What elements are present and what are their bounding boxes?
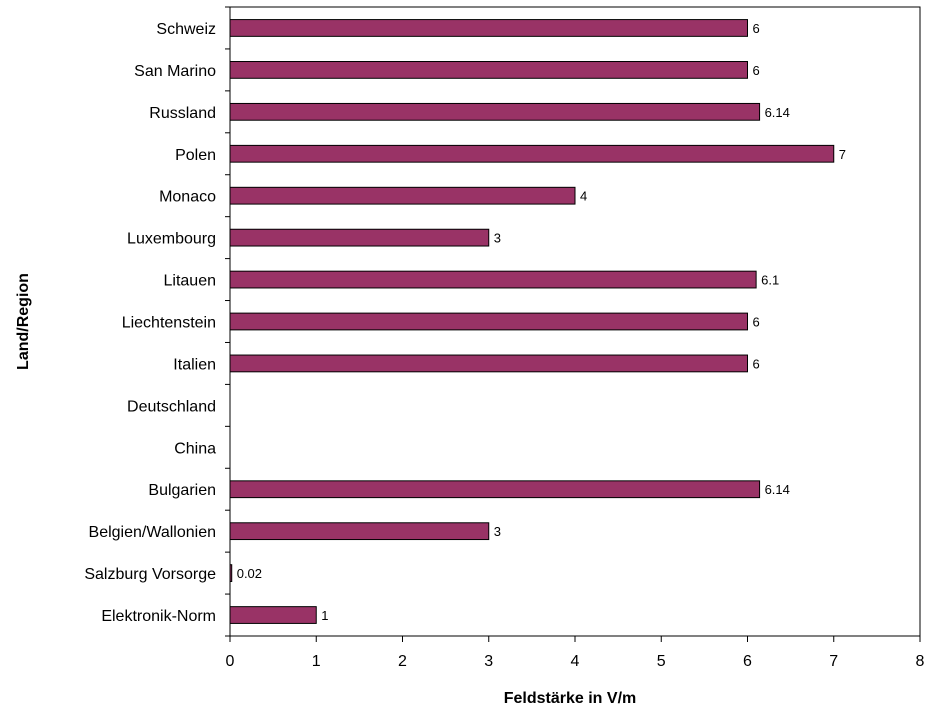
bar: [229, 102, 761, 121]
category-label: Russland: [149, 105, 216, 122]
bar: [229, 312, 748, 331]
x-tick-label: 6: [743, 653, 752, 670]
bar: [229, 144, 835, 163]
category-label: Deutschland: [127, 398, 216, 415]
data-label: 6: [753, 63, 760, 78]
data-label: 6.14: [765, 482, 790, 497]
x-tick-group: 0 1 2 3 4 5 6 7 8: [226, 636, 925, 670]
data-label: 4: [580, 189, 587, 204]
bar: [229, 522, 490, 541]
category-label: Luxembourg: [127, 231, 216, 248]
data-label: 6.14: [765, 105, 790, 120]
category-label: San Marino: [134, 63, 216, 80]
category-label: Italien: [173, 356, 216, 373]
x-tick-label: 0: [226, 653, 235, 670]
bar: [229, 19, 748, 37]
category-label-group: Schweiz San Marino Russland Polen Monaco Luxe…: [84, 21, 216, 625]
category-label: Elektronik-Norm: [101, 608, 216, 625]
bar: [229, 606, 317, 624]
category-label: Monaco: [159, 189, 216, 206]
x-tick-label: 8: [916, 653, 925, 670]
data-label: 3: [494, 231, 501, 246]
data-label: 6: [753, 21, 760, 36]
x-tick-label: 3: [484, 653, 493, 670]
data-label: 6.1: [761, 273, 779, 288]
category-label: Polen: [175, 147, 216, 164]
category-label: Salzburg Vorsorge: [84, 566, 216, 583]
data-label-group: 6 6 6.14 7 4 3 6.1 6 6 6.14 3 0.02 1: [237, 21, 846, 623]
bar: [229, 186, 576, 205]
category-label: Belgien/Wallonien: [89, 524, 216, 541]
y-axis-title: Land/Region: [15, 273, 32, 370]
data-label: 1: [321, 608, 328, 623]
bar: [229, 480, 761, 499]
data-label: 6: [753, 356, 760, 371]
x-tick-label: 1: [312, 653, 321, 670]
data-label: 0.02: [237, 566, 262, 581]
category-label: Litauen: [164, 273, 217, 290]
bar: [229, 270, 757, 289]
bar: [229, 228, 490, 247]
bar: [229, 564, 233, 582]
x-tick-label: 4: [571, 653, 580, 670]
bar: [229, 354, 748, 373]
x-axis-title: Feldstärke in V/m: [504, 690, 637, 707]
category-label: Schweiz: [156, 21, 216, 38]
category-label: China: [174, 440, 216, 457]
x-tick-label: 2: [398, 653, 407, 670]
category-label: Bulgarien: [148, 482, 216, 499]
category-label: Liechtenstein: [122, 315, 216, 332]
data-label: 3: [494, 524, 501, 539]
bar-group: [229, 19, 835, 624]
x-tick-label: 5: [657, 653, 666, 670]
data-label: 7: [839, 147, 846, 162]
data-label: 6: [753, 315, 760, 330]
bar: [229, 61, 748, 79]
x-tick-label: 7: [829, 653, 838, 670]
